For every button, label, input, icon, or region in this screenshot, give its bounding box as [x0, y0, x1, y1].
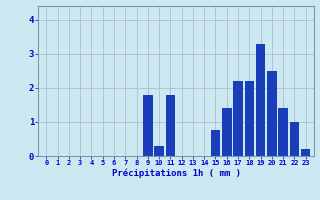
Bar — [233, 81, 243, 156]
Bar — [211, 130, 220, 156]
Bar — [256, 44, 265, 156]
Bar — [278, 108, 288, 156]
Bar — [244, 81, 254, 156]
Bar — [290, 122, 299, 156]
Bar — [301, 149, 310, 156]
Bar — [154, 146, 164, 156]
Bar — [143, 95, 153, 156]
Bar — [165, 95, 175, 156]
Bar — [267, 71, 277, 156]
Bar — [222, 108, 232, 156]
X-axis label: Précipitations 1h ( mm ): Précipitations 1h ( mm ) — [111, 169, 241, 178]
